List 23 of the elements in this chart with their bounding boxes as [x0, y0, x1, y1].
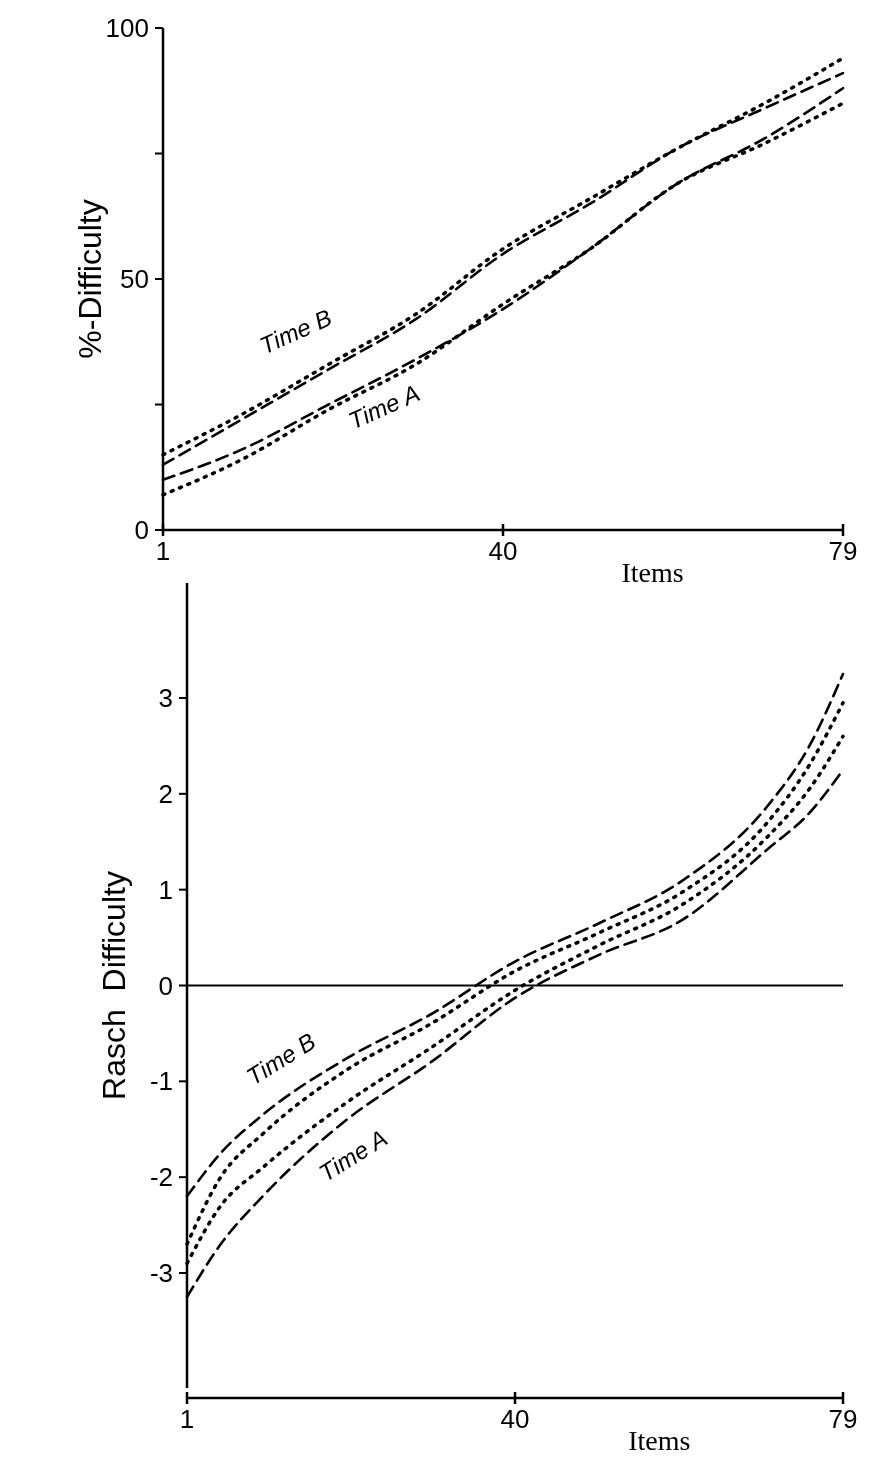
y-tick-label: 0 — [158, 970, 173, 1001]
y-tick-label: -2 — [149, 1162, 173, 1193]
y-tick-label: 3 — [158, 683, 173, 714]
x-tick-label: 79 — [828, 1404, 858, 1434]
x-axis-title: Items — [628, 1425, 691, 1456]
y-tick-label: 1 — [158, 874, 173, 905]
annotation: Time A — [344, 379, 424, 435]
y-tick-label: 2 — [158, 778, 173, 809]
y-tick-label: 50 — [120, 264, 149, 295]
x-tick-label: 79 — [828, 536, 858, 566]
y-tick-label: -1 — [149, 1066, 173, 1097]
annotation: Time B — [241, 1027, 321, 1091]
annotation: Time A — [314, 1124, 392, 1187]
annotation: Time B — [255, 303, 336, 360]
x-axis-title: Items — [621, 557, 684, 588]
y-tick-label: -3 — [149, 1258, 173, 1289]
y-tick-label: 100 — [105, 13, 149, 44]
x-tick-label: 40 — [500, 1404, 530, 1434]
y-axis-title: Rasch Difficulty — [96, 871, 132, 1100]
x-tick-label: 1 — [179, 1404, 195, 1434]
x-tick-label: 40 — [488, 536, 518, 566]
y-tick-label: 0 — [134, 515, 149, 546]
y-axis-title: %-Difficulty — [72, 199, 108, 359]
